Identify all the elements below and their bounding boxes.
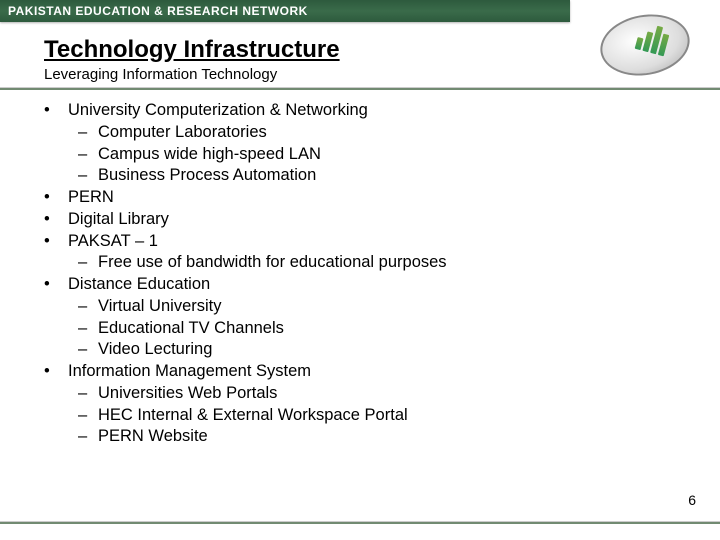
sub-list: Computer Laboratories Campus wide high-s… (68, 122, 700, 187)
sub-text: Free use of bandwidth for educational pu… (98, 253, 447, 271)
sub-text: Video Lecturing (98, 340, 212, 358)
bullet-text: PAKSAT – 1 (68, 232, 158, 250)
sub-item: Video Lecturing (68, 339, 700, 361)
sub-item: Educational TV Channels (68, 318, 700, 340)
main-bullet-list: University Computerization & Networking … (34, 100, 700, 448)
content-area: University Computerization & Networking … (0, 90, 720, 448)
bullet-text: PERN (68, 188, 114, 206)
sub-text: Virtual University (98, 297, 221, 315)
sub-item: Computer Laboratories (68, 122, 700, 144)
sub-list: Universities Web Portals HEC Internal & … (68, 383, 700, 448)
sub-item: HEC Internal & External Workspace Portal (68, 405, 700, 427)
sub-item: PERN Website (68, 426, 700, 448)
logo-area (570, 0, 720, 90)
bullet-text: Digital Library (68, 210, 169, 228)
bullet-text: Distance Education (68, 275, 210, 293)
sub-list: Virtual University Educational TV Channe… (68, 296, 700, 361)
sub-text: Business Process Automation (98, 166, 316, 184)
list-item: Information Management System Universiti… (34, 361, 700, 448)
page-number: 6 (688, 492, 696, 508)
list-item: PAKSAT – 1 Free use of bandwidth for edu… (34, 231, 700, 275)
header-org-text: PAKISTAN EDUCATION & RESEARCH NETWORK (8, 4, 308, 18)
list-item: University Computerization & Networking … (34, 100, 700, 187)
sub-text: HEC Internal & External Workspace Portal (98, 406, 408, 424)
sub-text: Campus wide high-speed LAN (98, 145, 321, 163)
sub-text: PERN Website (98, 427, 208, 445)
pern-logo-icon (590, 5, 700, 85)
list-item: Digital Library (34, 209, 700, 231)
sub-text: Educational TV Channels (98, 319, 284, 337)
list-item: PERN (34, 187, 700, 209)
sub-item: Free use of bandwidth for educational pu… (68, 252, 700, 274)
sub-item: Universities Web Portals (68, 383, 700, 405)
footer-divider (0, 521, 720, 524)
sub-list: Free use of bandwidth for educational pu… (68, 252, 700, 274)
sub-text: Universities Web Portals (98, 384, 277, 402)
sub-item: Business Process Automation (68, 165, 700, 187)
list-item: Distance Education Virtual University Ed… (34, 274, 700, 361)
header-bar: PAKISTAN EDUCATION & RESEARCH NETWORK (0, 0, 570, 22)
bullet-text: University Computerization & Networking (68, 101, 368, 119)
sub-text: Computer Laboratories (98, 123, 267, 141)
bullet-text: Information Management System (68, 362, 311, 380)
sub-item: Campus wide high-speed LAN (68, 144, 700, 166)
sub-item: Virtual University (68, 296, 700, 318)
